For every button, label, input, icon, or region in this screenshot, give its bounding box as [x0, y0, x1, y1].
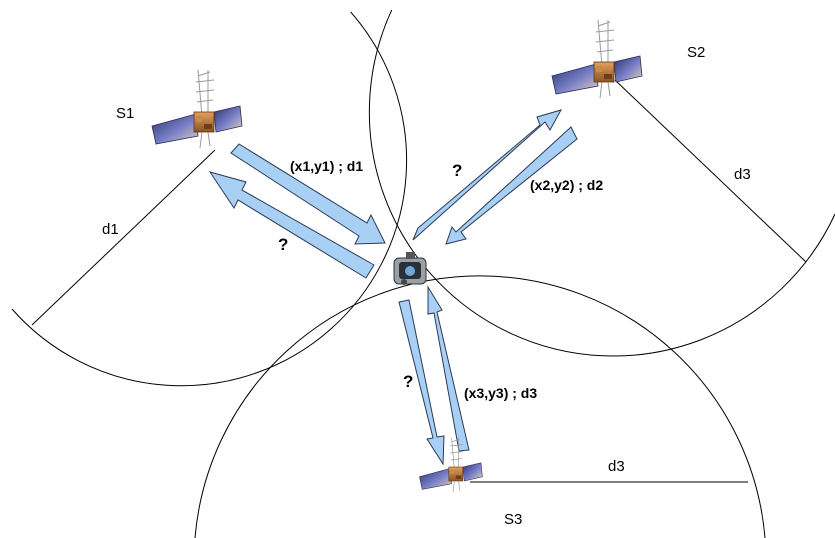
radius-line-d2: [614, 79, 807, 263]
arrow-receiver-to-s1: [208, 171, 375, 279]
arrow-s1-to-receiver: [230, 143, 386, 245]
satellite-label-s2: S2: [687, 44, 705, 61]
gps-receiver-icon: [393, 252, 427, 285]
distance-label-d2: d3: [734, 166, 751, 183]
message-label-s2: (x2,y2) ; d2: [530, 177, 603, 193]
distance-label-d3: d3: [608, 458, 625, 475]
satellite-s2-icon: [551, 19, 643, 99]
range-circle-s3: [194, 275, 766, 538]
radius-line-d1: [31, 149, 216, 326]
query-label-s3: ?: [403, 372, 413, 391]
arrow-s3-to-receiver: [427, 285, 470, 452]
range-circle-s2: [368, 9, 835, 357]
satellite-s3-icon: [419, 437, 483, 493]
query-label-s1: ?: [278, 235, 288, 254]
range-circle-s1: [11, 11, 408, 387]
message-label-s1: (x1,y1) ; d1: [290, 158, 363, 174]
query-label-s2: ?: [452, 161, 462, 180]
distance-label-d1: d1: [102, 221, 119, 238]
arrow-receiver-to-s2: [412, 109, 563, 241]
message-label-s3: (x3,y3) ; d3: [464, 385, 537, 401]
arrow-s2-to-receiver: [445, 126, 578, 245]
satellite-label-s1: S1: [116, 105, 134, 122]
satellite-s1-icon: [151, 69, 243, 149]
satellite-label-s3: S3: [504, 511, 522, 528]
arrow-receiver-to-s3: [398, 299, 445, 466]
